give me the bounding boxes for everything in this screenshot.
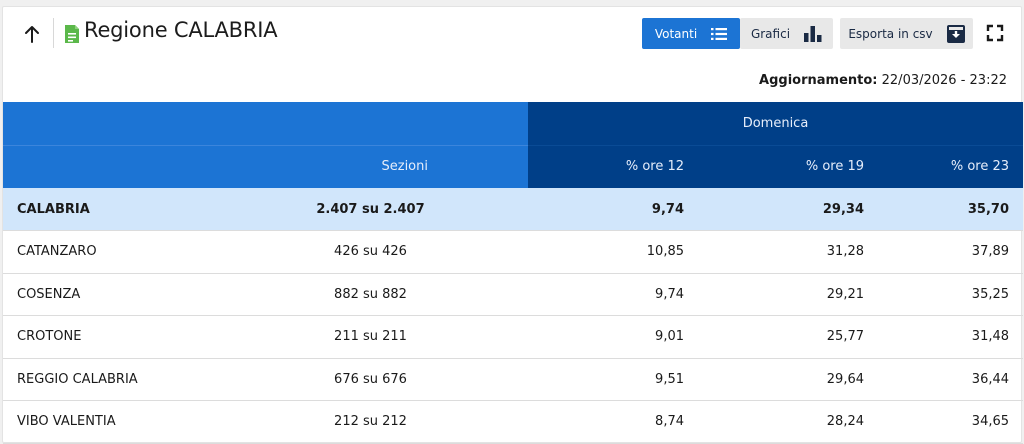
row-ore19: 29,64 [698,358,878,401]
page-title: Regione CALABRIA [84,18,278,42]
document-icon [65,25,79,43]
row-ore19: 31,28 [698,230,878,274]
table-column-header-row: Sezioni % ore 12 % ore 19 % ore 23 [3,144,1024,188]
header-domenica: Domenica [528,102,1024,145]
list-icon [711,27,728,40]
row-name[interactable]: CATANZARO [3,230,213,274]
header-name-blank [3,144,213,188]
row-ore12: 8,74 [528,400,698,444]
row-ore23: 35,25 [878,273,1024,316]
row-ore23: 35,70 [878,188,1024,231]
row-sezioni: 212 su 212 [213,400,528,444]
row-ore23: 37,89 [878,230,1024,274]
header-ore23[interactable]: % ore 23 [878,144,1024,188]
row-name[interactable]: COSENZA [3,273,213,316]
fullscreen-icon[interactable] [986,24,1004,42]
update-timestamp: 22/03/2026 - 23:22 [881,73,1007,88]
row-ore23: 36,44 [878,358,1024,401]
row-ore19: 29,21 [698,273,878,316]
row-name[interactable]: VIBO VALENTIA [3,400,213,444]
arrow-up-icon [25,26,39,43]
row-ore12: 9,74 [528,273,698,316]
table-row[interactable]: REGGIO CALABRIA 676 su 676 9,51 29,64 36… [3,358,1024,401]
row-ore12: 9,74 [528,188,698,231]
update-label: Aggiornamento: [759,73,878,88]
export-csv-label: Esporta in csv [848,26,933,41]
header-divider [53,18,54,48]
table-row[interactable]: VIBO VALENTIA 212 su 212 8,74 28,24 34,6… [3,400,1024,444]
row-sezioni: 2.407 su 2.407 [213,188,528,231]
update-info: Aggiornamento: 22/03/2026 - 23:22 [759,73,1007,88]
bar-chart-icon [804,25,822,42]
header-sezioni[interactable]: Sezioni [213,144,528,188]
votanti-button[interactable]: Votanti [642,18,740,49]
header-ore12[interactable]: % ore 12 [528,144,698,188]
back-button[interactable] [19,21,45,47]
table-row[interactable]: CATANZARO 426 su 426 10,85 31,28 37,89 [3,230,1024,274]
header-blank [3,102,528,145]
header-ore19[interactable]: % ore 19 [698,144,878,188]
grafici-label: Grafici [750,26,791,41]
row-sezioni: 676 su 676 [213,358,528,401]
row-ore12: 10,85 [528,230,698,274]
row-sezioni: 211 su 211 [213,315,528,359]
row-name[interactable]: CROTONE [3,315,213,359]
row-sezioni: 882 su 882 [213,273,528,316]
row-ore19: 29,34 [698,188,878,231]
results-card: Regione CALABRIA Votanti Grafici Esporta… [2,6,1024,444]
row-ore23: 31,48 [878,315,1024,359]
row-ore19: 25,77 [698,315,878,359]
card-header: Regione CALABRIA Votanti Grafici Esporta… [3,7,1021,103]
row-name[interactable]: REGGIO CALABRIA [3,358,213,401]
table-row[interactable]: COSENZA 882 su 882 9,74 29,21 35,25 [3,273,1024,316]
grafici-button[interactable]: Grafici [740,18,833,49]
row-sezioni: 426 su 426 [213,230,528,274]
row-ore12: 9,01 [528,315,698,359]
turnout-table: Domenica Sezioni % ore 12 % ore 19 % ore… [3,102,1024,444]
votanti-label: Votanti [654,26,698,41]
row-ore23: 34,65 [878,400,1024,444]
table-row[interactable]: CROTONE 211 su 211 9,01 25,77 31,48 [3,315,1024,359]
table-row-total: CALABRIA 2.407 su 2.407 9,74 29,34 35,70 [3,188,1024,231]
row-ore12: 9,51 [528,358,698,401]
row-name: CALABRIA [3,188,213,231]
download-box-icon [946,24,965,43]
table-group-header-row: Domenica [3,102,1024,145]
row-ore19: 28,24 [698,400,878,444]
export-csv-button[interactable]: Esporta in csv [840,18,973,49]
